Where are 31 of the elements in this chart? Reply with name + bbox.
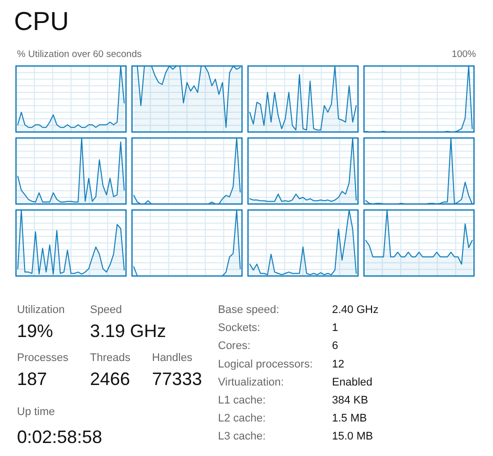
text: L1 cache: bbox=[218, 394, 266, 406]
text: CPU bbox=[14, 6, 69, 36]
text: Sockets: bbox=[218, 322, 260, 334]
text: 15.0 MB bbox=[332, 430, 373, 443]
text: 100% bbox=[452, 49, 477, 60]
text: Speed bbox=[90, 304, 122, 316]
text: L2 cache: bbox=[218, 412, 266, 425]
text: 2.40 GHz bbox=[332, 304, 378, 316]
text: 1.5 MB bbox=[332, 412, 367, 425]
text: 12 bbox=[332, 358, 344, 370]
text: Handles bbox=[152, 352, 193, 364]
text: 2466 bbox=[90, 369, 130, 389]
text: 0:02:58:58 bbox=[17, 427, 102, 447]
text: Processes bbox=[17, 352, 69, 364]
text: % Utilization over 60 seconds bbox=[17, 49, 142, 60]
text: Threads bbox=[90, 352, 131, 364]
text: 187 bbox=[17, 369, 48, 389]
text: 1 bbox=[332, 322, 338, 334]
text: L3 cache: bbox=[218, 430, 266, 443]
text: 19% bbox=[17, 321, 54, 341]
text: 384 KB bbox=[332, 394, 368, 406]
text: 6 bbox=[332, 340, 338, 352]
text: Base speed: bbox=[218, 304, 280, 316]
text: 77333 bbox=[152, 369, 202, 389]
text: Logical processors: bbox=[218, 358, 313, 370]
text: Up time bbox=[17, 406, 55, 418]
text: Enabled bbox=[332, 376, 372, 388]
text: Cores: bbox=[218, 340, 250, 352]
text: 3.19 GHz bbox=[90, 321, 166, 341]
text: Utilization bbox=[17, 304, 65, 316]
text: Virtualization: bbox=[218, 376, 284, 388]
